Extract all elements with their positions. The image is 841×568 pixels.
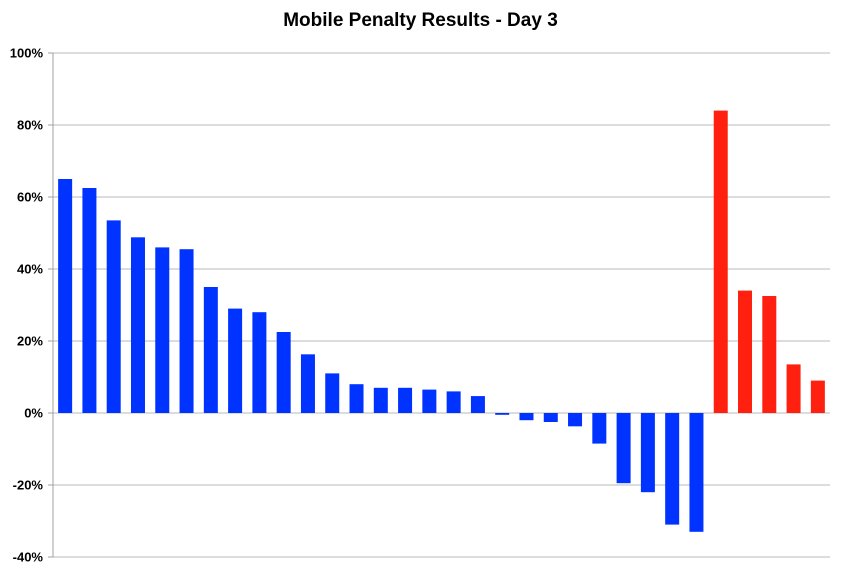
bar <box>519 413 534 421</box>
y-tick-label: 40% <box>17 262 43 277</box>
bar <box>203 287 218 413</box>
y-tick-label: 20% <box>17 334 43 349</box>
bar <box>713 110 728 413</box>
bar <box>810 380 825 413</box>
bar <box>349 384 364 413</box>
bars <box>58 110 825 532</box>
y-tick-label: -40% <box>13 550 44 565</box>
bar <box>446 391 461 413</box>
bar <box>470 396 485 413</box>
bar <box>786 364 801 413</box>
bar <box>82 188 97 413</box>
y-axis-ticks: 100% 80% 60% 40% 20% 0% -20% -40% <box>10 46 53 565</box>
bar <box>179 249 194 413</box>
bar <box>398 387 413 413</box>
bar <box>738 290 753 413</box>
bar <box>106 220 121 413</box>
gridlines <box>53 52 830 558</box>
bar <box>325 373 340 413</box>
chart-title: Mobile Penalty Results - Day 3 <box>283 10 558 31</box>
bar <box>689 413 704 532</box>
bar <box>422 389 437 413</box>
bar <box>276 332 291 413</box>
bar <box>373 387 388 413</box>
bar <box>592 413 607 444</box>
bar <box>228 308 243 413</box>
bar <box>130 237 145 413</box>
bar <box>616 413 631 484</box>
bar <box>252 312 267 413</box>
bar <box>665 413 680 525</box>
y-tick-label: 100% <box>10 46 44 61</box>
y-tick-label: 0% <box>24 406 43 421</box>
y-tick-label: 60% <box>17 190 43 205</box>
bar <box>568 413 583 427</box>
bar <box>300 354 315 413</box>
bar <box>155 247 170 413</box>
bar <box>543 413 558 422</box>
bar <box>495 413 510 415</box>
bar <box>762 296 777 413</box>
bar <box>58 179 73 413</box>
bar <box>640 413 655 493</box>
y-tick-label: 80% <box>17 118 43 133</box>
y-tick-label: -20% <box>13 478 44 493</box>
